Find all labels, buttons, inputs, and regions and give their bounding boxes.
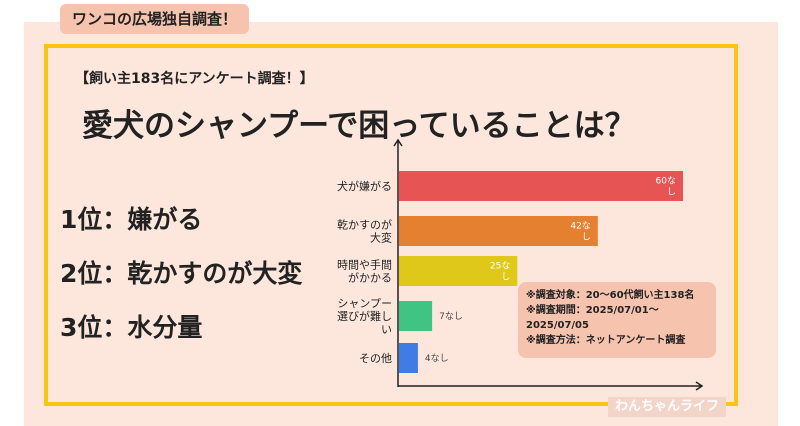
note-period-1: ※調査期間：2025/07/01〜: [526, 305, 659, 316]
rank-1: 1位：嫌がる: [60, 205, 203, 234]
category-label-1: 犬が嫌がる: [337, 179, 392, 193]
category-label-2: 乾かすのが大変: [337, 218, 392, 245]
note-period-2: 2025/07/05: [526, 320, 589, 331]
bar-3: [399, 256, 518, 286]
category-label-4: シャンプー選びが難しい: [337, 297, 392, 336]
note-target: ※調査対象：20〜60代飼い主138名: [526, 290, 695, 301]
x-axis-arrow: [695, 381, 704, 391]
value-label-2: 42なし: [570, 221, 590, 243]
bar-1: [399, 171, 683, 201]
bar-5: [399, 343, 418, 373]
category-label-3: 時間や手間がかかる: [337, 258, 392, 285]
bar-2: [399, 216, 598, 246]
value-label-3: 25なし: [490, 261, 510, 283]
rank-3: 3位：水分量: [60, 313, 203, 342]
source-tag: ワンコの広場独自調査！: [60, 4, 250, 34]
brand-logo: わんちゃんライフ: [608, 397, 726, 417]
value-label-1: 60なし: [656, 176, 676, 198]
note-method: ※調査方法：ネットアンケート調査: [526, 335, 686, 346]
bar-4: [399, 301, 433, 331]
value-label-5: 4なし: [425, 353, 449, 364]
survey-label: 【飼い主183名にアンケート調査！】: [75, 71, 314, 87]
chart-title: 愛犬のシャンプーで困っていることは？: [82, 108, 636, 144]
category-label-5: その他: [359, 352, 392, 365]
value-label-4: 7なし: [439, 311, 463, 322]
y-axis-arrow: [393, 138, 403, 147]
rank-2: 2位：乾かすのが大変: [60, 259, 303, 288]
survey-notes: ※調査対象：20〜60代飼い主138名 ※調査期間：2025/07/01〜 20…: [518, 282, 716, 358]
